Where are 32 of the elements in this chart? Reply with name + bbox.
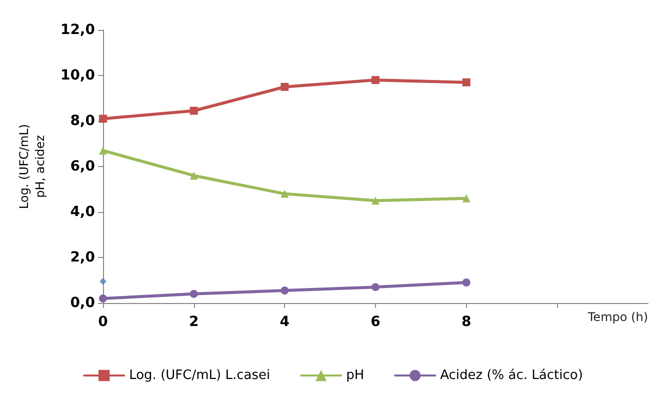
y-tick-label: 8,0 [70,113,96,129]
x-tick-label: 0 [98,314,108,330]
y-tick-label: 2,0 [70,250,96,266]
x-tick-label: 4 [280,314,290,330]
y-axis-title: Log. (UFC/mL) pH, acidez [17,124,47,209]
x-tick-label: 8 [461,314,472,330]
legend-label: Log. (UFC/mL) L.casei [129,368,270,383]
x-tick-label: 6 [370,314,380,330]
x-tick-label: 2 [188,314,199,330]
point [462,278,470,287]
x-axis-title: Tempo (h) [586,310,648,324]
point [372,196,380,205]
point [372,76,380,84]
point [190,106,198,115]
point [100,278,106,285]
y-tick-label: 4,0 [70,204,96,220]
point [190,290,198,298]
legend-label: Acidez (% ác. Láctico) [440,368,583,383]
point [372,283,380,292]
y-tick-label: 10,0 [60,68,96,84]
point [462,194,470,202]
legend-label: pH [346,368,364,383]
point [190,172,198,180]
point [99,146,107,155]
point [280,286,289,294]
y-tick-label: 12,0 [60,22,96,38]
point [99,114,107,123]
y-tick-label: 0,0 [70,295,96,311]
y-tick-label: 6,0 [70,158,96,174]
point [280,82,289,91]
point [462,78,470,86]
point [280,190,289,198]
